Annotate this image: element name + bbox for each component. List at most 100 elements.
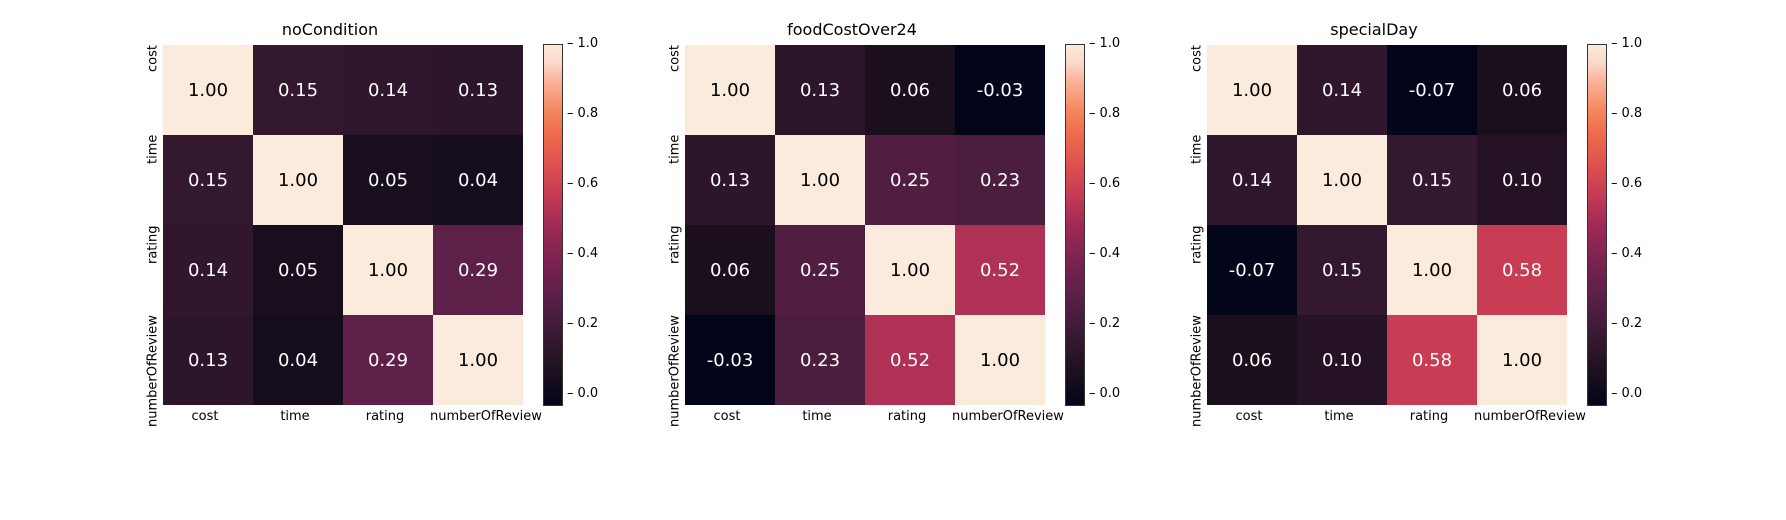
x-axis-label: rating (340, 409, 430, 424)
heatmap-cell: 0.58 (1477, 225, 1567, 315)
x-axis-label: time (1294, 409, 1384, 424)
y-axis-label: time (137, 135, 163, 225)
heatmap-cell: 1.00 (865, 225, 955, 315)
heatmap-cell: 0.15 (163, 135, 253, 225)
heatmap-cell: 0.14 (1297, 45, 1387, 135)
panel-1: foodCostOver24costtimeratingnumberOfRevi… (657, 20, 1129, 424)
y-axis-label: cost (1181, 45, 1207, 135)
heatmap-cell: 1.00 (253, 135, 343, 225)
heatmap-cell: -0.07 (1207, 225, 1297, 315)
heatmap-cell: 0.15 (1387, 135, 1477, 225)
x-axis-label: rating (1384, 409, 1474, 424)
heatmap-cell: 0.06 (685, 225, 775, 315)
x-axis-label: numberOfReview (1474, 409, 1564, 424)
colorbar-tick: 0.8 (1089, 106, 1120, 121)
heatmap-cell: 0.06 (1207, 315, 1297, 405)
heatmap-cell: 1.00 (685, 45, 775, 135)
heatmap-cell: 0.10 (1297, 315, 1387, 405)
colorbar-tick: 0.0 (1089, 386, 1120, 401)
heatmap-cell: 0.05 (253, 225, 343, 315)
panel-title: specialDay (1179, 20, 1569, 39)
heatmap-cell: 0.15 (1297, 225, 1387, 315)
heatmap-cell: 0.14 (163, 225, 253, 315)
x-axis-label: rating (862, 409, 952, 424)
colorbar-tick: 0.2 (567, 316, 598, 331)
heatmap-cell: 1.00 (1387, 225, 1477, 315)
heatmap-cell: -0.03 (955, 45, 1045, 135)
x-axis-label: time (250, 409, 340, 424)
heatmap-cell: 1.00 (775, 135, 865, 225)
heatmap-cell: 0.14 (343, 45, 433, 135)
y-axis-label: rating (137, 225, 163, 315)
heatmap-cell: 0.25 (865, 135, 955, 225)
panel-2: specialDaycosttimeratingnumberOfReview1.… (1179, 20, 1651, 424)
heatmap-cell: 0.23 (955, 135, 1045, 225)
heatmap-grid: 1.000.150.140.130.151.000.050.040.140.05… (163, 45, 523, 405)
heatmap-cell: 0.13 (775, 45, 865, 135)
heatmap-grid: 1.000.14-0.070.060.141.000.150.10-0.070.… (1207, 45, 1567, 405)
x-axis-label: numberOfReview (430, 409, 520, 424)
panel-0: noConditioncosttimeratingnumberOfReview1… (135, 20, 607, 424)
y-axis-label: rating (659, 225, 685, 315)
heatmap-cell: 0.10 (1477, 135, 1567, 225)
heatmap-grid: 1.000.130.06-0.030.131.000.250.230.060.2… (685, 45, 1045, 405)
colorbar-tick: 0.4 (1089, 246, 1120, 261)
y-axis-label: rating (1181, 225, 1207, 315)
heatmap-cell: 1.00 (955, 315, 1045, 405)
colorbar-tick: 0.6 (567, 176, 598, 191)
y-axis-label: time (1181, 135, 1207, 225)
heatmap-cell: 0.52 (865, 315, 955, 405)
heatmap-cell: 0.13 (433, 45, 523, 135)
colorbar-tick: 0.8 (567, 106, 598, 121)
heatmap-cell: 1.00 (433, 315, 523, 405)
heatmap-cell: 1.00 (163, 45, 253, 135)
heatmap-cell: 0.06 (865, 45, 955, 135)
heatmap-cell: 1.00 (343, 225, 433, 315)
heatmap-cell: -0.07 (1387, 45, 1477, 135)
y-axis-label: numberOfReview (659, 315, 685, 405)
x-axis-label: numberOfReview (952, 409, 1042, 424)
panel-title: foodCostOver24 (657, 20, 1047, 39)
heatmap-cell: 0.25 (775, 225, 865, 315)
heatmap-cell: 0.15 (253, 45, 343, 135)
colorbar: 0.0 0.2 0.4 0.6 0.8 1.0 (1065, 20, 1129, 406)
heatmap-cell: 0.13 (685, 135, 775, 225)
colorbar-tick: 1.0 (1089, 36, 1120, 51)
panel-title: noCondition (135, 20, 525, 39)
y-axis-label: cost (659, 45, 685, 135)
heatmap-cell: 0.29 (343, 315, 433, 405)
y-axis-label: numberOfReview (137, 315, 163, 405)
colorbar-tick: 0.6 (1089, 176, 1120, 191)
x-axis-label: cost (160, 409, 250, 424)
heatmap-cell: 0.29 (433, 225, 523, 315)
heatmap-panels: noConditioncosttimeratingnumberOfReview1… (20, 20, 1766, 424)
heatmap-cell: 0.52 (955, 225, 1045, 315)
heatmap-cell: 0.13 (163, 315, 253, 405)
heatmap-cell: 1.00 (1207, 45, 1297, 135)
heatmap-cell: 0.04 (433, 135, 523, 225)
colorbar: 0.00.20.40.60.81.0 (1587, 20, 1651, 406)
y-axis-label: numberOfReview (1181, 315, 1207, 405)
heatmap-cell: 0.58 (1387, 315, 1477, 405)
heatmap-cell: 0.06 (1477, 45, 1567, 135)
y-axis-label: cost (137, 45, 163, 135)
heatmap-cell: 1.00 (1297, 135, 1387, 225)
colorbar-tick: 0.0 (567, 386, 598, 401)
colorbar-tick: 1.0 (1611, 36, 1642, 51)
heatmap-cell: 1.00 (1477, 315, 1567, 405)
heatmap-cell: 0.14 (1207, 135, 1297, 225)
colorbar: 0.0 0.2 0.4 0.6 0.8 1.0 (543, 20, 607, 406)
x-axis-label: cost (682, 409, 772, 424)
heatmap-cell: -0.03 (685, 315, 775, 405)
heatmap-cell: 0.04 (253, 315, 343, 405)
y-axis-label: time (659, 135, 685, 225)
x-axis-label: cost (1204, 409, 1294, 424)
colorbar-tick: 0.6 (1611, 176, 1642, 191)
colorbar-tick: 0.2 (1089, 316, 1120, 331)
colorbar-tick: 0.4 (567, 246, 598, 261)
heatmap-cell: 0.05 (343, 135, 433, 225)
colorbar-tick: 1.0 (567, 36, 598, 51)
heatmap-cell: 0.23 (775, 315, 865, 405)
colorbar-tick: 0.4 (1611, 246, 1642, 261)
colorbar-tick: 0.2 (1611, 316, 1642, 331)
